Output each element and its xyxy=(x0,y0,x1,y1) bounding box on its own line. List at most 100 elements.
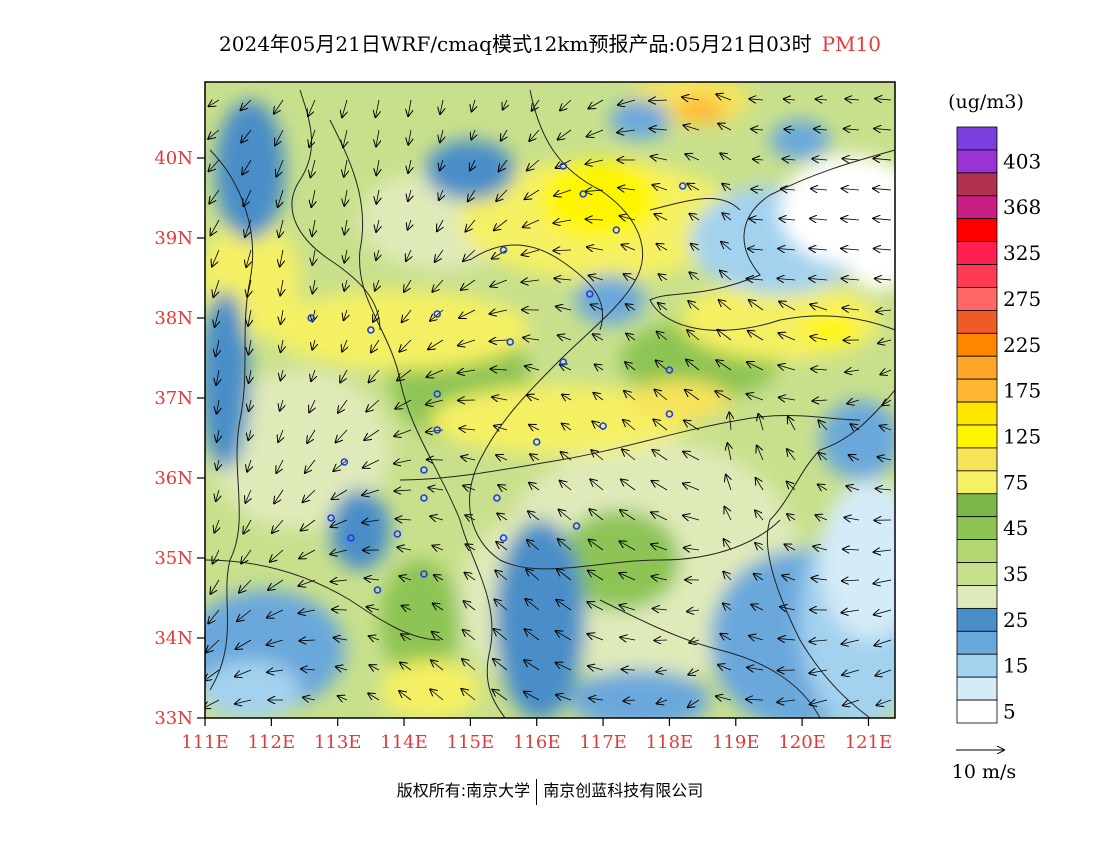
wind-arrow xyxy=(751,129,764,130)
wind-arrow xyxy=(656,360,668,371)
wind-arrow xyxy=(245,219,252,237)
wind-arrow xyxy=(562,395,572,400)
wind-arrow xyxy=(439,189,443,200)
wind-arrow xyxy=(301,519,316,531)
wind-arrow xyxy=(364,429,380,440)
wind-arrow xyxy=(652,576,668,580)
wind-arrow xyxy=(459,428,476,430)
wind-arrow xyxy=(587,634,604,641)
wind-arrow xyxy=(717,330,732,341)
wind-legend-label: 10 m/s xyxy=(952,761,1016,783)
wind-arrow xyxy=(779,397,796,400)
wind-arrow xyxy=(458,340,476,346)
wind-arrow xyxy=(687,610,700,612)
wind-arrow xyxy=(245,489,251,503)
wind-arrow xyxy=(235,700,252,704)
wind-arrow xyxy=(440,99,443,114)
wind-arrow xyxy=(654,214,668,220)
wind-arrow xyxy=(310,159,315,177)
wind-arrow xyxy=(818,420,828,431)
colorbar-label: 225 xyxy=(1003,333,1041,357)
wind-arrow xyxy=(778,249,796,250)
wind-arrow xyxy=(787,514,796,520)
wind-arrow xyxy=(426,369,444,377)
wind-arrow xyxy=(810,219,828,220)
wind-arrow xyxy=(684,420,700,431)
wind-arrow xyxy=(430,309,444,321)
wind-arrow xyxy=(816,99,828,100)
wind-arrow xyxy=(524,660,540,671)
wind-arrow xyxy=(400,663,412,671)
wind-arrow xyxy=(235,669,252,677)
wind-arrow xyxy=(787,449,796,461)
wind-arrow xyxy=(716,696,732,700)
wind-arrow xyxy=(716,94,732,100)
wind-arrow xyxy=(494,599,508,611)
wind-arrow xyxy=(365,578,380,580)
wind-arrow xyxy=(309,129,316,147)
wind-arrow xyxy=(811,578,828,580)
station-marker xyxy=(367,326,375,334)
wind-arrow xyxy=(688,670,700,675)
lat-tick-label: 34N xyxy=(154,628,193,649)
wind-arrow xyxy=(334,638,348,640)
wind-arrow xyxy=(617,130,636,133)
wind-arrow xyxy=(529,425,540,430)
station-marker xyxy=(307,314,315,322)
wind-arrow xyxy=(757,446,764,461)
station-marker xyxy=(572,522,581,530)
wind-arrow xyxy=(344,309,347,320)
wind-arrow xyxy=(213,279,220,297)
wind-arrow xyxy=(814,129,828,130)
wind-arrow xyxy=(490,310,508,314)
wind-arrow xyxy=(779,639,796,640)
wind-arrow xyxy=(844,129,860,130)
wind-arrow xyxy=(623,700,636,701)
wind-arrow xyxy=(622,669,636,670)
wind-arrow xyxy=(723,603,732,610)
wind-arrow xyxy=(588,540,604,551)
lat-tick-label: 36N xyxy=(154,468,193,489)
wind-arrow xyxy=(556,159,572,168)
wind-arrow xyxy=(272,519,284,533)
wind-arrow xyxy=(399,691,412,701)
wind-arrow xyxy=(243,519,252,534)
wind-arrow xyxy=(557,569,572,581)
wind-arrow xyxy=(312,279,315,293)
wind-arrow xyxy=(402,606,412,610)
wind-arrow xyxy=(280,279,283,295)
wind-arrow xyxy=(815,515,828,520)
wind-arrow xyxy=(493,659,508,671)
wind-arrow xyxy=(593,393,604,401)
wind-arrow xyxy=(720,634,732,640)
wind-arrow xyxy=(369,369,380,382)
wind-arrow xyxy=(751,604,764,610)
colorbar-band xyxy=(956,607,998,632)
lon-tick-label: 121E xyxy=(845,732,893,753)
wind-arrow xyxy=(529,129,540,141)
wind-arrow xyxy=(498,485,508,490)
wind-arrow xyxy=(812,159,828,160)
wind-arrow xyxy=(788,417,796,431)
wind-arrow xyxy=(650,128,668,130)
wind-arrow xyxy=(746,394,764,401)
wind-arrow xyxy=(841,640,860,644)
wind-arrow xyxy=(464,573,476,581)
wind-arrow xyxy=(652,481,668,491)
wind-arrow xyxy=(559,510,572,521)
wind-arrow xyxy=(336,429,348,442)
wind-arrow xyxy=(556,663,572,671)
wind-arrow xyxy=(303,697,316,700)
wind-arrow xyxy=(246,249,251,267)
wind-arrow xyxy=(496,455,508,460)
wind-arrow xyxy=(875,670,892,676)
wind-arrow xyxy=(248,309,251,326)
colorbar-band xyxy=(956,195,998,220)
wind-arrow xyxy=(461,279,476,290)
wind-arrow xyxy=(241,549,252,564)
lon-tick-label: 112E xyxy=(248,732,296,753)
wind-arrow xyxy=(811,189,828,190)
wind-arrow xyxy=(208,609,220,624)
colorbar-band xyxy=(956,699,998,724)
wind-arrow xyxy=(267,640,284,645)
